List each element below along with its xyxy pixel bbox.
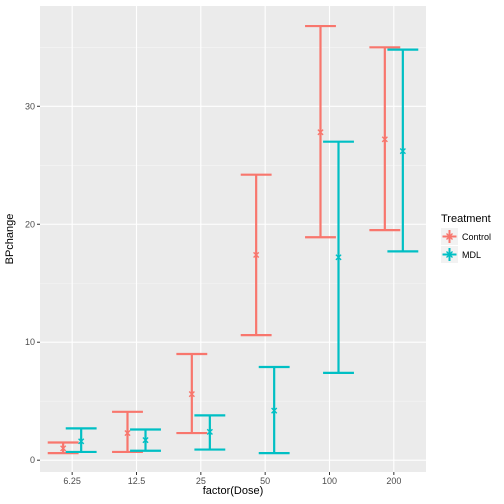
mean-point	[206, 428, 213, 435]
legend-label: MDL	[462, 250, 481, 260]
x-tick-label: 25	[196, 476, 206, 486]
error-bar	[47, 441, 79, 455]
mean-point	[188, 391, 195, 398]
error-bar	[258, 365, 290, 455]
mean-point	[60, 445, 67, 452]
mean-point	[78, 438, 85, 445]
y-tick-label: 20	[25, 219, 35, 229]
y-axis: 0 10 20 30	[25, 101, 40, 465]
legend-title: Treatment	[441, 213, 491, 225]
plot-panel	[40, 6, 426, 472]
error-bar	[387, 48, 419, 253]
error-bar	[65, 427, 97, 454]
y-tick-label: 0	[30, 455, 35, 465]
error-bar	[323, 140, 354, 375]
x-axis: 6.25 12.5 25 50 100 200	[63, 472, 401, 486]
x-axis-title: factor(Dose)	[203, 485, 264, 497]
legend: Treatment Control MDL	[441, 213, 491, 263]
mean-point	[381, 136, 388, 143]
minor-gridlines	[40, 46, 426, 402]
mean-point	[399, 148, 406, 155]
y-axis-title: BPchange	[4, 214, 16, 265]
error-bar	[176, 352, 208, 435]
legend-label: Control	[462, 232, 491, 242]
series-control	[47, 24, 401, 455]
y-tick-label: 10	[25, 337, 35, 347]
mean-point	[124, 429, 131, 437]
series-mdl	[65, 48, 419, 455]
error-bar	[112, 410, 143, 454]
error-bar	[130, 428, 161, 452]
y-tick-label: 30	[25, 101, 35, 111]
major-gridlines	[40, 6, 426, 472]
error-bar	[194, 414, 226, 451]
x-tick-label: 50	[260, 476, 270, 486]
mean-point	[271, 407, 278, 414]
mean-point	[142, 437, 149, 444]
error-bar	[369, 46, 401, 232]
x-tick-label: 6.25	[63, 476, 81, 486]
legend-item-control: Control	[441, 228, 491, 245]
x-tick-label: 100	[322, 476, 337, 486]
legend-item-mdl: MDL	[441, 246, 481, 263]
series-layer	[47, 24, 419, 455]
mean-point	[317, 129, 324, 136]
x-tick-label: 200	[386, 476, 401, 486]
error-bar	[305, 24, 336, 239]
x-tick-label: 12.5	[128, 476, 146, 486]
mean-point	[335, 254, 342, 261]
error-bar	[240, 173, 272, 337]
mean-point	[253, 251, 260, 259]
